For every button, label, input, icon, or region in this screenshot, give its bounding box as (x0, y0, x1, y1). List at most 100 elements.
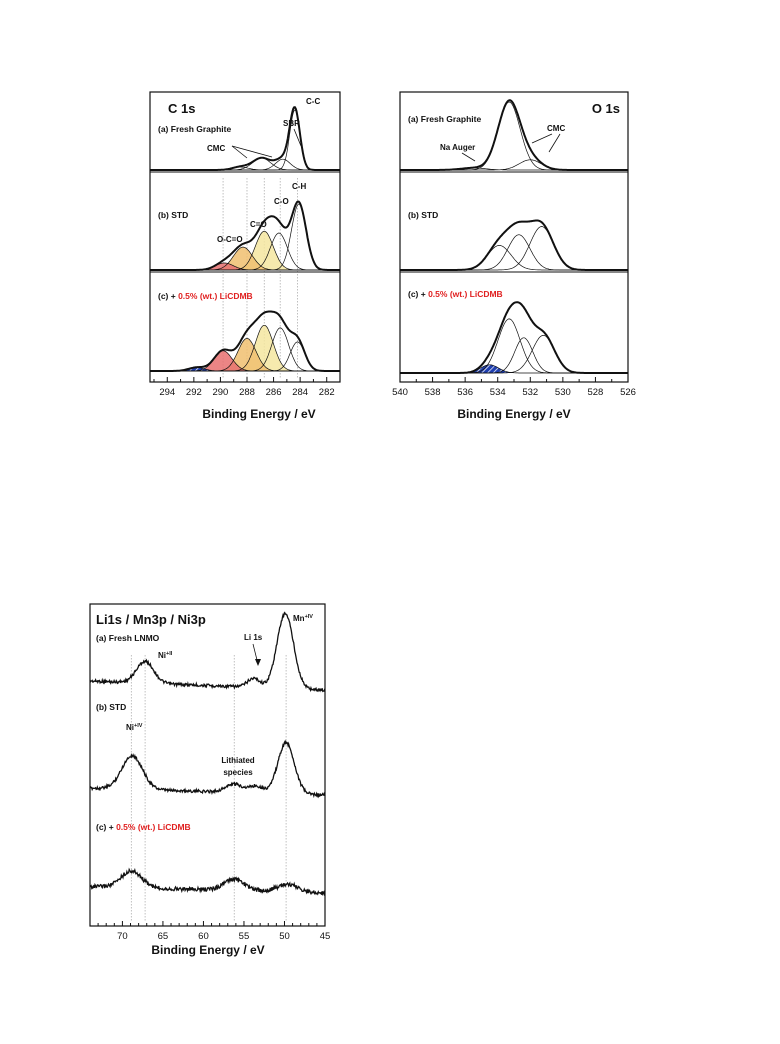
li1s-spectra (89, 611, 326, 897)
li1s-annot-ni-iv-sup: +IV (134, 723, 143, 729)
li1s-panel-title: Li1s / Mn3p / Ni3p (96, 612, 206, 627)
o1s-envelope (400, 301, 628, 374)
c1s-tick-label: 294 (159, 387, 175, 398)
c1s-fills (150, 231, 340, 371)
o1s-trace-b-label: (b) STD (408, 210, 438, 220)
c1s-xlabel: Binding Energy / eV (202, 407, 315, 421)
c1s-annot-co: C-O (274, 197, 289, 206)
o1s-components (400, 101, 628, 374)
c1s-annot-cc: C-C (306, 97, 320, 106)
c1s-component-fill (150, 338, 340, 371)
o1s-annot-cmc: CMC (547, 124, 565, 133)
c1s-trace-b-label: (b) STD (158, 210, 188, 220)
li1s-annot-ni-iv: Ni+IV (126, 723, 143, 732)
o1s-trace-a-label: (a) Fresh Graphite (408, 114, 481, 124)
o1s-component-peak (400, 159, 628, 171)
li1s-spectrum (89, 611, 326, 693)
li1s-annot-mn-iv-sup: +IV (305, 614, 314, 620)
li1s-annot-li1s: Li 1s (244, 633, 263, 642)
c1s-guides (222, 178, 298, 378)
c1s-annot-ch: C-H (292, 182, 306, 191)
o1s-trace-c-prefix: (c) + (408, 289, 428, 299)
o1s-annot-na-auger: Na Auger (440, 143, 475, 152)
li1s-annot-species: species (223, 768, 253, 777)
o1s-tick-label: 538 (425, 387, 441, 398)
c1s-trace-a-label: (a) Fresh Graphite (158, 124, 231, 134)
li1s-guides (130, 655, 287, 922)
li1s-tick-label: 45 (320, 931, 331, 942)
c1s-annot-cmc-arrow-1 (231, 145, 248, 159)
li1s-trace-c-label: (c) + 0.5% (wt.) LiCDMB (96, 822, 191, 832)
o1s-tick-label: 532 (522, 387, 538, 398)
li1s-trace-a-label: (a) Fresh LNMO (96, 633, 160, 643)
o1s-tick-label: 540 (392, 387, 408, 398)
li1s-panel: 70 65 60 55 50 45 Li1s / Mn3p / Ni3p (a) Fres… (89, 603, 331, 957)
li1s-tick-label: 50 (279, 931, 290, 942)
c1s-tick-label: 288 (239, 387, 255, 398)
o1s-panel: 540 538 536 534 532 530 528 526 O 1s (a) Fresh … (392, 91, 636, 421)
li1s-annot-ni-ii-sup: +II (166, 651, 173, 657)
li1s-annot-li1s-arrowhead (255, 659, 261, 666)
o1s-envelope (400, 99, 628, 171)
o1s-tick-label: 528 (587, 387, 603, 398)
o1s-tick-label: 526 (620, 387, 636, 398)
c1s-envelope (150, 106, 340, 171)
c1s-frame (149, 91, 341, 383)
c1s-component-fill (150, 247, 340, 270)
c1s-tick-label: 282 (319, 387, 335, 398)
li1s-annot-lithiated: Lithiated (221, 756, 254, 765)
li1s-xlabel: Binding Energy / eV (151, 943, 264, 957)
li1s-trace-c-prefix: (c) + (96, 822, 116, 832)
c1s-annot-o-c-double-o: O-C=O (217, 235, 243, 244)
c1s-tick-label: 290 (212, 387, 228, 398)
c1s-panel-title: C 1s (168, 101, 195, 116)
c1s-annot-cmc: CMC (207, 144, 225, 153)
c1s-panel: 294 292 290 288 286 284 282 C 1s (a) Fresh Gra… (149, 91, 341, 421)
c1s-annot-sbr-arrow (293, 128, 302, 147)
c1s-component-fill (150, 367, 340, 371)
li1s-ticks: 70 65 60 55 50 45 (89, 921, 331, 942)
li1s-trace-c-highlight: 0.5% (wt.) LiCDMB (116, 822, 191, 832)
li1s-tick-label: 55 (239, 931, 250, 942)
o1s-trace-c-highlight: 0.5% (wt.) LiCDMB (428, 289, 503, 299)
c1s-component-peak (150, 157, 340, 171)
c1s-component-peak (150, 109, 340, 171)
o1s-frame (399, 91, 629, 383)
li1s-tick-label: 65 (158, 931, 169, 942)
o1s-envelopes (400, 99, 628, 374)
c1s-annot-c-double-o: C=O (250, 220, 267, 229)
li1s-annot-ni-ii-base: Ni (158, 651, 166, 660)
o1s-annot-cmc-arrow-1 (531, 133, 553, 144)
o1s-envelope (400, 219, 628, 271)
c1s-envelopes (150, 106, 340, 372)
li1s-annot-ni-iv-base: Ni (126, 723, 134, 732)
c1s-tick-label: 286 (266, 387, 282, 398)
c1s-tick-label: 292 (186, 387, 202, 398)
o1s-tick-label: 534 (490, 387, 506, 398)
o1s-annot-na-auger-arrow (461, 152, 476, 162)
c1s-annot-cmc-arrow-2 (231, 145, 273, 158)
li1s-annot-mn-iv: Mn+IV (293, 614, 313, 623)
c1s-annot-sbr: SBR (283, 119, 300, 128)
o1s-component-peak (400, 245, 628, 271)
c1s-envelope (150, 200, 340, 271)
li1s-frame (89, 603, 326, 927)
o1s-xlabel: Binding Energy / eV (457, 407, 570, 421)
li1s-annot-ni-ii: Ni+II (158, 651, 173, 660)
o1s-panel-title: O 1s (592, 101, 620, 116)
li1s-spectrum (89, 739, 326, 799)
li1s-tick-label: 70 (117, 931, 128, 942)
o1s-component-peak (400, 318, 628, 374)
o1s-trace-c-label: (c) + 0.5% (wt.) LiCDMB (408, 289, 503, 299)
c1s-tick-label: 284 (292, 387, 308, 398)
li1s-tick-label: 60 (198, 931, 209, 942)
c1s-trace-c-highlight: 0.5% (wt.) LiCDMB (178, 291, 253, 301)
li1s-spectrum (89, 867, 326, 897)
o1s-annot-cmc-arrow-2 (548, 133, 561, 153)
li1s-annot-mn-iv-base: Mn (293, 614, 305, 623)
c1s-trace-c-label: (c) + 0.5% (wt.) LiCDMB (158, 291, 253, 301)
o1s-component-peak (400, 337, 628, 374)
li1s-trace-b-label: (b) STD (96, 702, 126, 712)
c1s-envelope (150, 310, 340, 372)
